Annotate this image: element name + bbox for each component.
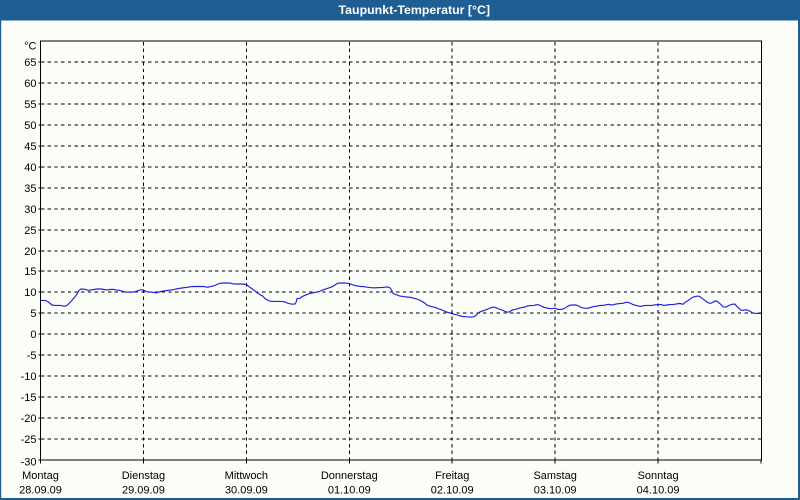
svg-text:55: 55 <box>24 99 36 111</box>
svg-text:30.09.09: 30.09.09 <box>225 485 268 497</box>
svg-text:28.09.09: 28.09.09 <box>19 485 62 497</box>
svg-text:45: 45 <box>24 141 36 153</box>
svg-text:°C: °C <box>24 41 36 53</box>
svg-text:01.10.09: 01.10.09 <box>328 485 371 497</box>
svg-text:04.10.09: 04.10.09 <box>637 485 680 497</box>
svg-text:0: 0 <box>30 329 36 341</box>
svg-text:5: 5 <box>30 308 36 320</box>
svg-text:10: 10 <box>24 287 36 299</box>
svg-text:Samstag: Samstag <box>533 470 576 482</box>
svg-text:Taupunkt-Temperatur [°C]: Taupunkt-Temperatur [°C] <box>339 3 491 17</box>
svg-text:-20: -20 <box>21 413 37 425</box>
svg-text:29.09.09: 29.09.09 <box>122 485 165 497</box>
svg-text:30: 30 <box>24 204 36 216</box>
svg-text:-30: -30 <box>21 457 37 469</box>
svg-text:02.10.09: 02.10.09 <box>431 485 474 497</box>
svg-text:Dienstag: Dienstag <box>122 470 165 482</box>
svg-text:35: 35 <box>24 183 36 195</box>
svg-text:40: 40 <box>24 162 36 174</box>
svg-text:50: 50 <box>24 120 36 132</box>
svg-text:Montag: Montag <box>22 470 59 482</box>
svg-text:Donnerstag: Donnerstag <box>321 470 378 482</box>
svg-text:25: 25 <box>24 225 36 237</box>
svg-text:65: 65 <box>24 57 36 69</box>
svg-text:Sonntag: Sonntag <box>638 470 679 482</box>
svg-text:-5: -5 <box>27 350 37 362</box>
svg-text:-10: -10 <box>21 371 37 383</box>
svg-text:20: 20 <box>24 246 36 258</box>
svg-text:60: 60 <box>24 78 36 90</box>
svg-text:Mittwoch: Mittwoch <box>225 470 268 482</box>
svg-text:-15: -15 <box>21 392 37 404</box>
svg-text:Freitag: Freitag <box>435 470 469 482</box>
svg-text:-25: -25 <box>21 434 37 446</box>
svg-text:15: 15 <box>24 266 36 278</box>
svg-text:03.10.09: 03.10.09 <box>534 485 577 497</box>
